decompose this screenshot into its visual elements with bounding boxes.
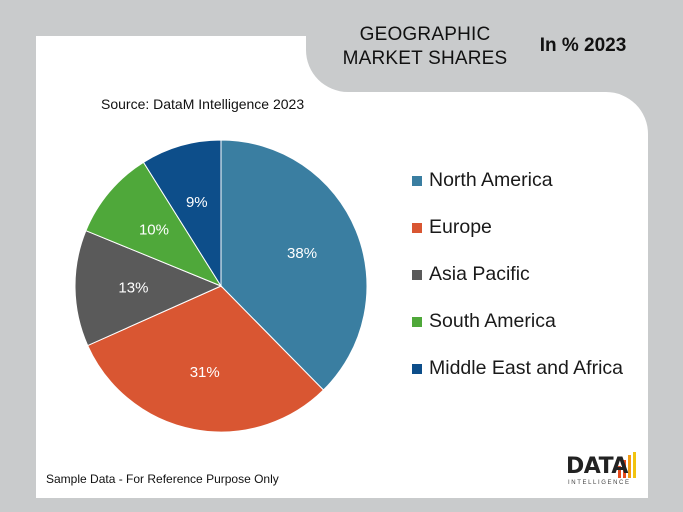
- legend-label: South America: [429, 310, 556, 332]
- pie-slice-north-america: [220, 139, 368, 391]
- slice-label: 31%: [190, 364, 220, 381]
- legend-label: Asia Pacific: [429, 263, 530, 285]
- legend-item: Asia Pacific: [408, 262, 638, 287]
- logo-bars-icon: [618, 452, 636, 478]
- slice-label: 38%: [287, 245, 317, 262]
- legend-item: Europe: [408, 215, 638, 240]
- logo-text: DATA: [566, 454, 628, 479]
- footer-note: Sample Data - For Reference Purpose Only: [46, 472, 279, 486]
- legend: North America Europe Asia Pacific South Ame…: [408, 168, 638, 403]
- legend-label: North America: [429, 169, 553, 191]
- datam-logo: DATA INTELLIGENCE: [566, 452, 642, 490]
- logo-subtext: INTELLIGENCE: [568, 480, 631, 486]
- legend-item: South America: [408, 309, 638, 334]
- source-note: Source: DataM Intelligence 2023: [101, 96, 305, 112]
- pie-chart: 38% 31% 13% 10% 9%: [74, 139, 368, 433]
- legend-swatch: [412, 176, 422, 186]
- legend-label: Middle East and Africa: [429, 357, 624, 379]
- legend-label: Europe: [429, 216, 492, 238]
- year-label: In % 2023: [539, 35, 627, 56]
- slice-label: 13%: [118, 279, 148, 296]
- legend-item: Middle East and Africa: [408, 356, 638, 381]
- legend-swatch: [412, 270, 422, 280]
- legend-swatch: [412, 223, 422, 233]
- pie-slice-asia-pacific: [74, 230, 223, 347]
- pie-slice-south-america: [85, 161, 223, 288]
- pie-slice-middle-east-and-africa: [142, 139, 222, 288]
- slice-label: 9%: [186, 194, 208, 211]
- chart-title-line-2: MARKET SHARES: [342, 48, 508, 69]
- legend-item: North America: [408, 168, 638, 193]
- chart-title-line-1: GEOGRAPHIC: [359, 24, 491, 45]
- pie-slice-europe: [87, 285, 325, 433]
- legend-swatch: [412, 317, 422, 327]
- legend-swatch: [412, 364, 422, 374]
- slice-label: 10%: [139, 222, 169, 239]
